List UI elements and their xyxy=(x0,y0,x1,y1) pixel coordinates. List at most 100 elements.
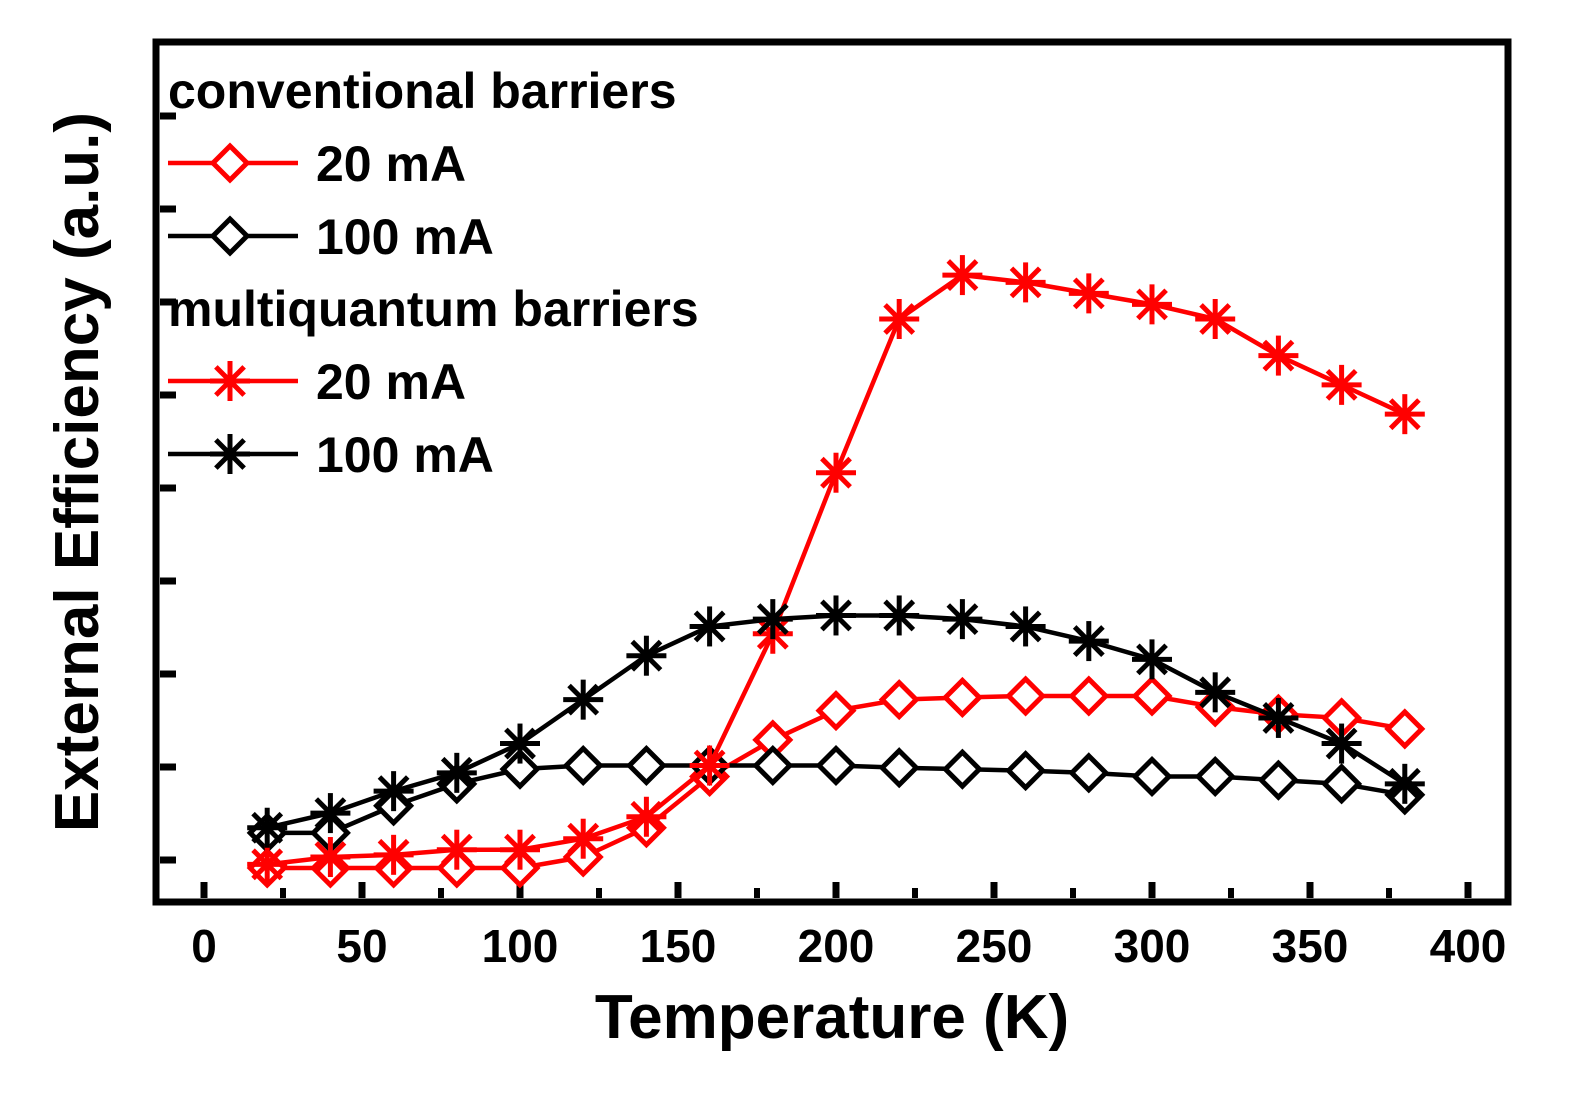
asterisk-stroke xyxy=(820,599,852,632)
asterisk-marker xyxy=(1132,639,1172,680)
asterisk-marker xyxy=(689,606,730,647)
asterisk-marker xyxy=(373,771,414,812)
legend-entry: 100 mA xyxy=(168,427,494,483)
asterisk-stroke xyxy=(1262,339,1295,372)
asterisk-stroke xyxy=(1009,266,1042,299)
diamond-marker xyxy=(562,744,604,787)
diamond-marker xyxy=(1068,675,1110,717)
asterisk-marker xyxy=(689,745,730,786)
asterisk-marker xyxy=(816,452,856,493)
asterisk-marker xyxy=(1132,284,1172,325)
asterisk-stroke xyxy=(1262,702,1295,734)
diamond-marker xyxy=(209,142,251,184)
asterisk-stroke xyxy=(1388,767,1421,800)
x-tick-label: 400 xyxy=(1430,920,1507,972)
asterisk-stroke xyxy=(314,797,347,830)
asterisk-marker xyxy=(1005,262,1046,303)
diamond-marker xyxy=(1005,675,1047,717)
diamond-marker xyxy=(941,676,983,718)
asterisk-marker xyxy=(1258,335,1299,376)
diamond-marker xyxy=(752,744,794,787)
asterisk-marker xyxy=(879,299,920,339)
asterisk-marker xyxy=(436,829,477,870)
asterisk-stroke xyxy=(251,848,284,881)
asterisk-stroke xyxy=(214,438,246,470)
diamond-marker xyxy=(1257,759,1299,801)
asterisk-stroke xyxy=(567,683,600,716)
asterisk-marker xyxy=(942,255,983,296)
asterisk-stroke xyxy=(946,259,979,291)
asterisk-marker xyxy=(752,599,793,640)
asterisk-marker xyxy=(310,837,351,878)
diamond-marker xyxy=(1131,755,1173,798)
diamond-marker xyxy=(1384,708,1426,750)
asterisk-marker xyxy=(500,829,540,870)
asterisk-stroke xyxy=(946,603,979,636)
plot-frame xyxy=(152,38,1512,906)
asterisk-stroke xyxy=(1072,277,1105,310)
asterisk-marker xyxy=(247,807,288,848)
asterisk-stroke xyxy=(504,833,536,866)
asterisk-marker xyxy=(247,844,288,885)
legend: conventional barriers 20 mA 100 mA multiqua… xyxy=(168,63,699,483)
diamond-marker xyxy=(209,215,251,257)
asterisk-marker xyxy=(1384,763,1425,804)
asterisk-stroke xyxy=(820,456,852,489)
asterisk-marker xyxy=(210,361,250,401)
diamond-marker xyxy=(1321,763,1363,805)
legend-entry: 100 mA xyxy=(168,209,494,265)
asterisk-stroke xyxy=(693,610,726,643)
legend-label: 100 mA xyxy=(316,427,494,483)
asterisk-stroke xyxy=(504,727,536,760)
diamond-marker xyxy=(815,690,857,732)
diamond-marker xyxy=(1131,675,1173,717)
asterisk-marker xyxy=(563,818,604,859)
y-axis-title: External Efficiency (a.u.) xyxy=(43,112,112,832)
asterisk-marker xyxy=(626,635,667,676)
asterisk-marker xyxy=(1195,299,1236,339)
asterisk-marker xyxy=(1258,697,1299,738)
asterisk-stroke xyxy=(693,749,726,782)
asterisk-marker xyxy=(373,834,414,875)
x-tick-label: 300 xyxy=(1114,920,1191,972)
asterisk-stroke xyxy=(1199,676,1232,709)
series-conventional-100ma xyxy=(246,744,1426,854)
asterisk-stroke xyxy=(630,639,663,672)
x-tick-label: 50 xyxy=(336,920,387,972)
asterisk-marker xyxy=(436,752,477,793)
asterisk-marker xyxy=(210,434,250,474)
asterisk-stroke xyxy=(214,365,246,397)
legend-group-heading: conventional barriers xyxy=(168,63,677,119)
x-tick-label: 350 xyxy=(1272,920,1349,972)
x-tick-label: 200 xyxy=(798,920,875,972)
asterisk-stroke xyxy=(1009,610,1042,643)
asterisk-stroke xyxy=(377,838,410,871)
asterisk-marker xyxy=(1321,723,1362,764)
asterisk-marker xyxy=(1068,621,1109,662)
asterisk-marker xyxy=(310,793,351,834)
x-tick-label: 0 xyxy=(191,920,217,972)
diamond-marker xyxy=(878,747,920,789)
series-layer xyxy=(246,255,1426,889)
asterisk-stroke xyxy=(440,756,473,789)
legend-label: 20 mA xyxy=(316,136,466,192)
diamond-marker xyxy=(499,748,541,790)
asterisk-stroke xyxy=(883,303,916,335)
series-multiquantum-20ma xyxy=(247,255,1425,885)
asterisk-stroke xyxy=(756,603,789,636)
asterisk-stroke xyxy=(1072,625,1105,657)
x-axis-title: Temperature (K) xyxy=(595,983,1069,1052)
asterisk-stroke xyxy=(440,833,473,866)
legend-label: 100 mA xyxy=(316,209,494,265)
asterisk-stroke xyxy=(883,599,916,632)
legend-label: 20 mA xyxy=(316,354,466,410)
diamond-marker xyxy=(1068,752,1110,794)
asterisk-stroke xyxy=(1136,288,1168,321)
legend-entry: 20 mA xyxy=(168,136,466,192)
legend-group-heading: multiquantum barriers xyxy=(168,281,699,337)
asterisk-stroke xyxy=(1388,398,1421,431)
asterisk-stroke xyxy=(1325,727,1358,760)
asterisk-marker xyxy=(816,595,856,636)
diamond-marker xyxy=(941,748,983,790)
legend-entry: 20 mA xyxy=(168,354,466,410)
